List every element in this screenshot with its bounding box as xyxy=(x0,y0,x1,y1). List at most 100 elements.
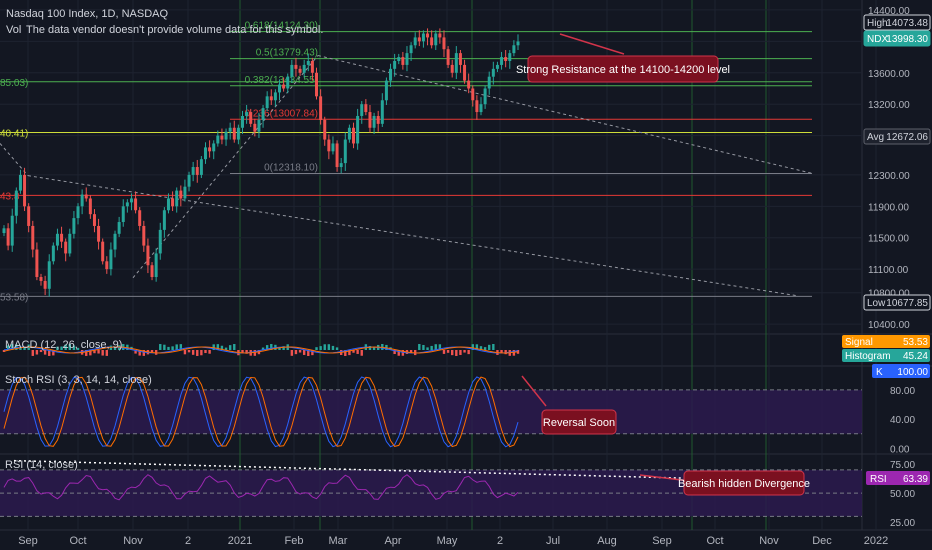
candle-body xyxy=(438,33,442,38)
candle-body xyxy=(409,45,413,54)
stoch-d-line xyxy=(3,376,519,448)
candle-body xyxy=(55,233,59,246)
candle-body xyxy=(516,41,520,46)
rsi-value-label: RSI xyxy=(870,474,887,485)
candle-body xyxy=(446,49,450,65)
candle-body xyxy=(105,261,109,270)
price-tick-label: 11100.00 xyxy=(868,265,909,276)
annotation-box xyxy=(683,470,805,496)
candle-body xyxy=(142,225,146,246)
level-label: 53.58) xyxy=(0,292,28,303)
macd-histogram-bar xyxy=(68,344,71,350)
price-tick-label: 12300.00 xyxy=(868,171,910,182)
macd-value-box xyxy=(842,349,930,362)
candle-body xyxy=(343,139,347,164)
x-tick-label: Sep xyxy=(652,535,672,547)
macd-histogram-bar xyxy=(93,350,96,354)
price-tick-label: 13600.00 xyxy=(868,69,910,80)
candle-body xyxy=(310,60,314,73)
price-marker-label: NDX xyxy=(867,34,888,45)
annotation-box xyxy=(527,55,719,83)
candle-body xyxy=(191,167,195,175)
price-marker-box xyxy=(863,128,931,145)
macd-histogram-bar xyxy=(253,350,257,356)
macd-histogram-bar xyxy=(356,350,359,354)
macd-pane xyxy=(2,344,520,356)
candle-body xyxy=(150,265,154,278)
macd-histogram-bar xyxy=(368,345,372,350)
macd-histogram-bar xyxy=(150,350,154,353)
macd-value-label: Signal xyxy=(845,337,873,348)
x-tick-label: Feb xyxy=(285,535,304,547)
candle-body xyxy=(454,53,458,73)
x-tick-label: 2 xyxy=(185,535,191,547)
macd-histogram-bar xyxy=(138,350,141,356)
macd-histogram-bar xyxy=(265,345,269,350)
candle-body xyxy=(405,53,409,65)
price-marker-label: Low xyxy=(867,298,886,309)
candle-body xyxy=(64,241,68,254)
trendline xyxy=(132,55,319,279)
candle-body xyxy=(417,37,421,42)
price-tick-label: 11900.00 xyxy=(868,202,909,213)
macd-histogram-bar xyxy=(208,350,211,354)
trendline xyxy=(0,143,29,177)
candle-body xyxy=(504,57,508,61)
candle-body xyxy=(179,190,183,199)
macd-histogram-bar xyxy=(442,350,446,354)
candle-body xyxy=(245,112,249,116)
candle-body xyxy=(68,233,72,254)
candle-body xyxy=(487,76,491,89)
rsi-tick-label: 25.00 xyxy=(890,518,915,529)
macd-histogram-bar xyxy=(422,344,425,350)
rsi-value-box xyxy=(866,471,930,485)
macd-histogram-bar xyxy=(409,350,413,353)
price-tick-label: 14400.00 xyxy=(868,6,910,17)
macd-histogram-bar xyxy=(348,350,351,356)
macd-histogram-bar xyxy=(167,346,170,350)
macd-signal-line xyxy=(3,346,519,354)
candle-body xyxy=(458,53,462,65)
candle-body xyxy=(121,206,125,223)
x-tick-label: Mar xyxy=(329,535,348,547)
candle-body xyxy=(249,112,253,124)
candle-body xyxy=(236,127,240,140)
macd-histogram-bar xyxy=(191,350,195,355)
candle-body xyxy=(323,119,327,140)
macd-histogram-bar xyxy=(171,346,174,350)
candle-body xyxy=(331,143,335,152)
grid-layer xyxy=(0,0,932,531)
macd-histogram-bar xyxy=(97,350,100,354)
candle-body xyxy=(240,115,244,128)
candle-body xyxy=(134,198,138,211)
macd-histogram-bar xyxy=(446,350,450,353)
rsi-title: RSI (14, close) xyxy=(5,459,78,471)
macd-histogram-bar xyxy=(196,350,199,356)
candle-body xyxy=(51,245,55,262)
stoch-value: 100.00 xyxy=(897,367,928,378)
candle-body xyxy=(286,76,290,89)
candle-body xyxy=(183,186,187,199)
stoch-k-line xyxy=(3,376,519,448)
candle-body xyxy=(18,174,22,191)
macd-histogram-bar xyxy=(488,344,491,350)
candle-body xyxy=(158,229,162,254)
annotation-text: Strong Resistance at the 14100-14200 lev… xyxy=(516,64,730,76)
macd-histogram-bar xyxy=(183,350,187,355)
candle-body xyxy=(39,277,43,281)
stoch-tick-label: 0.00 xyxy=(890,444,910,455)
candle-body xyxy=(92,214,96,226)
rsi-tick-label: 75.00 xyxy=(890,460,915,471)
macd-histogram-bar xyxy=(434,344,437,350)
price-marker-value: 13998.30 xyxy=(886,34,928,45)
candle-body xyxy=(380,100,384,124)
divergence-line xyxy=(13,459,683,479)
x-tick-label: Apr xyxy=(384,535,401,547)
macd-histogram-bar xyxy=(492,344,495,350)
macd-histogram-bar xyxy=(302,350,306,355)
macd-histogram-bar xyxy=(319,346,322,350)
macd-value: 53.53 xyxy=(903,337,928,348)
price-marker-value: 12672.06 xyxy=(886,132,928,143)
macd-histogram-bar xyxy=(76,347,80,350)
macd-histogram-bar xyxy=(179,344,183,350)
